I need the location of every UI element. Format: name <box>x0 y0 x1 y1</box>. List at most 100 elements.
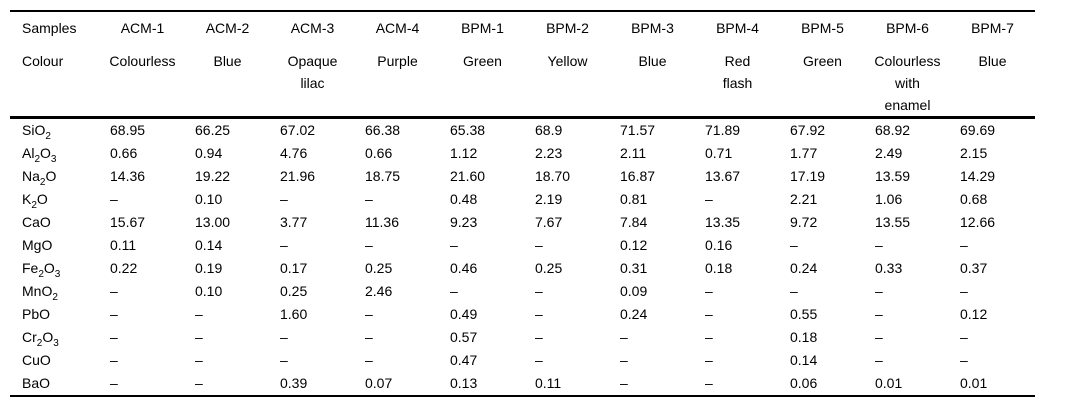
value-cell: – <box>620 352 628 368</box>
value-cell: 0.57 <box>450 329 478 345</box>
colour-label: Colour <box>22 53 64 69</box>
value-cell: – <box>875 306 883 322</box>
oxide-label: CuO <box>22 352 51 368</box>
value-cell: 21.96 <box>280 168 316 184</box>
value-cell: – <box>535 283 543 299</box>
value-cell: 0.66 <box>365 145 393 161</box>
value-cell: 9.23 <box>450 214 478 230</box>
value-cell: 0.25 <box>280 283 308 299</box>
value-cell: – <box>450 283 458 299</box>
value-cell: 0.94 <box>195 145 223 161</box>
value-cell: 13.67 <box>705 168 741 184</box>
value-cell: – <box>620 375 628 391</box>
value-cell: 0.39 <box>280 375 308 391</box>
value-cell: – <box>875 237 883 253</box>
value-cell: 0.55 <box>790 306 818 322</box>
value-cell: – <box>195 375 203 391</box>
value-cell: – <box>705 191 713 207</box>
value-cell: 68.92 <box>875 122 911 138</box>
value-cell: – <box>365 352 373 368</box>
value-cell: 2.15 <box>960 145 988 161</box>
value-cell: 13.59 <box>875 168 911 184</box>
value-cell: 0.18 <box>705 260 733 276</box>
table-row: Na2O 14.36 19.22 21.96 18.75 21.60 18.70 16.87 1… <box>10 165 1035 188</box>
sample-id-header: BPM-4 <box>716 20 759 36</box>
samples-header-row: Samples ACM-1 ACM-2 ACM-3 ACM-4 BPM-1 BPM-2 BP… <box>10 11 1035 43</box>
value-cell: 0.11 <box>535 375 562 391</box>
value-cell: 0.12 <box>620 237 648 253</box>
value-cell: 67.02 <box>280 122 316 138</box>
value-cell: 0.16 <box>705 237 733 253</box>
value-cell: 0.13 <box>450 375 478 391</box>
oxide-label: Na2O <box>22 168 57 188</box>
value-cell: – <box>960 237 968 253</box>
table-row: SiO2 68.95 66.25 67.02 66.38 65.38 68.9 71.57 71… <box>10 118 1035 143</box>
value-cell: – <box>110 375 118 391</box>
value-cell: 0.10 <box>195 283 223 299</box>
value-cell: – <box>535 329 543 345</box>
value-cell: – <box>110 329 118 345</box>
value-cell: – <box>705 283 713 299</box>
value-cell: 0.01 <box>960 375 988 391</box>
value-cell: 0.18 <box>790 329 818 345</box>
oxide-label: SiO2 <box>22 122 51 142</box>
value-cell: 4.76 <box>280 145 308 161</box>
value-cell: 67.92 <box>790 122 826 138</box>
value-cell: – <box>365 329 373 345</box>
sample-colour: Yellow <box>547 53 588 69</box>
value-cell: 14.36 <box>110 168 146 184</box>
sample-colour: Red flash <box>722 53 753 91</box>
value-cell: 71.57 <box>620 122 656 138</box>
value-cell: 2.46 <box>365 283 393 299</box>
value-cell: – <box>620 329 628 345</box>
value-cell: 0.66 <box>110 145 138 161</box>
value-cell: 13.00 <box>195 214 231 230</box>
table-row: K2O – 0.10 – – 0.48 2.19 0.81 – 2.21 1.06 0.68 <box>10 188 1035 211</box>
value-cell: 19.22 <box>195 168 231 184</box>
oxide-label: BaO <box>22 375 51 391</box>
value-cell: 0.81 <box>620 191 648 207</box>
value-cell: 0.71 <box>705 145 733 161</box>
value-cell: 0.25 <box>535 260 563 276</box>
value-cell: 0.31 <box>620 260 648 276</box>
value-cell: 0.48 <box>450 191 478 207</box>
value-cell: 0.07 <box>365 375 393 391</box>
value-cell: 68.95 <box>110 122 146 138</box>
value-cell: 66.38 <box>365 122 401 138</box>
value-cell: 0.24 <box>620 306 648 322</box>
sample-colour: Green <box>803 53 842 69</box>
value-cell: 0.24 <box>790 260 818 276</box>
value-cell: 13.55 <box>875 214 911 230</box>
value-cell: – <box>450 237 458 253</box>
value-cell: – <box>960 283 968 299</box>
sample-id-header: BPM-6 <box>886 20 929 36</box>
value-cell: 2.21 <box>790 191 818 207</box>
value-cell: – <box>280 237 288 253</box>
value-cell: 71.89 <box>705 122 741 138</box>
value-cell: – <box>705 352 713 368</box>
table-row: CuO – – – – 0.47 – – – 0.14 – – <box>10 349 1035 372</box>
value-cell: 18.70 <box>535 168 571 184</box>
sample-id-header: ACM-1 <box>120 20 165 36</box>
value-cell: 0.37 <box>960 260 988 276</box>
sample-colour: Opaque lilac <box>287 53 338 91</box>
value-cell: 0.22 <box>110 260 138 276</box>
value-cell: 16.87 <box>620 168 656 184</box>
value-cell: 18.75 <box>365 168 401 184</box>
sample-id-header: BPM-1 <box>461 20 504 36</box>
value-cell: – <box>280 329 288 345</box>
value-cell: 66.25 <box>195 122 231 138</box>
value-cell: – <box>110 191 118 207</box>
value-cell: 0.49 <box>450 306 478 322</box>
value-cell: 0.06 <box>790 375 818 391</box>
value-cell: – <box>960 352 968 368</box>
value-cell: – <box>365 237 373 253</box>
oxide-label: Cr2O3 <box>22 329 59 349</box>
table-body: SiO2 68.95 66.25 67.02 66.38 65.38 68.9 71.57 71… <box>10 118 1035 397</box>
value-cell: 0.14 <box>195 237 223 253</box>
sample-id-header: BPM-3 <box>631 20 674 36</box>
table-header: Samples ACM-1 ACM-2 ACM-3 ACM-4 BPM-1 BPM-2 BP… <box>10 11 1035 118</box>
value-cell: 0.14 <box>790 352 818 368</box>
value-cell: – <box>705 306 713 322</box>
sample-id-header: BPM-5 <box>801 20 844 36</box>
